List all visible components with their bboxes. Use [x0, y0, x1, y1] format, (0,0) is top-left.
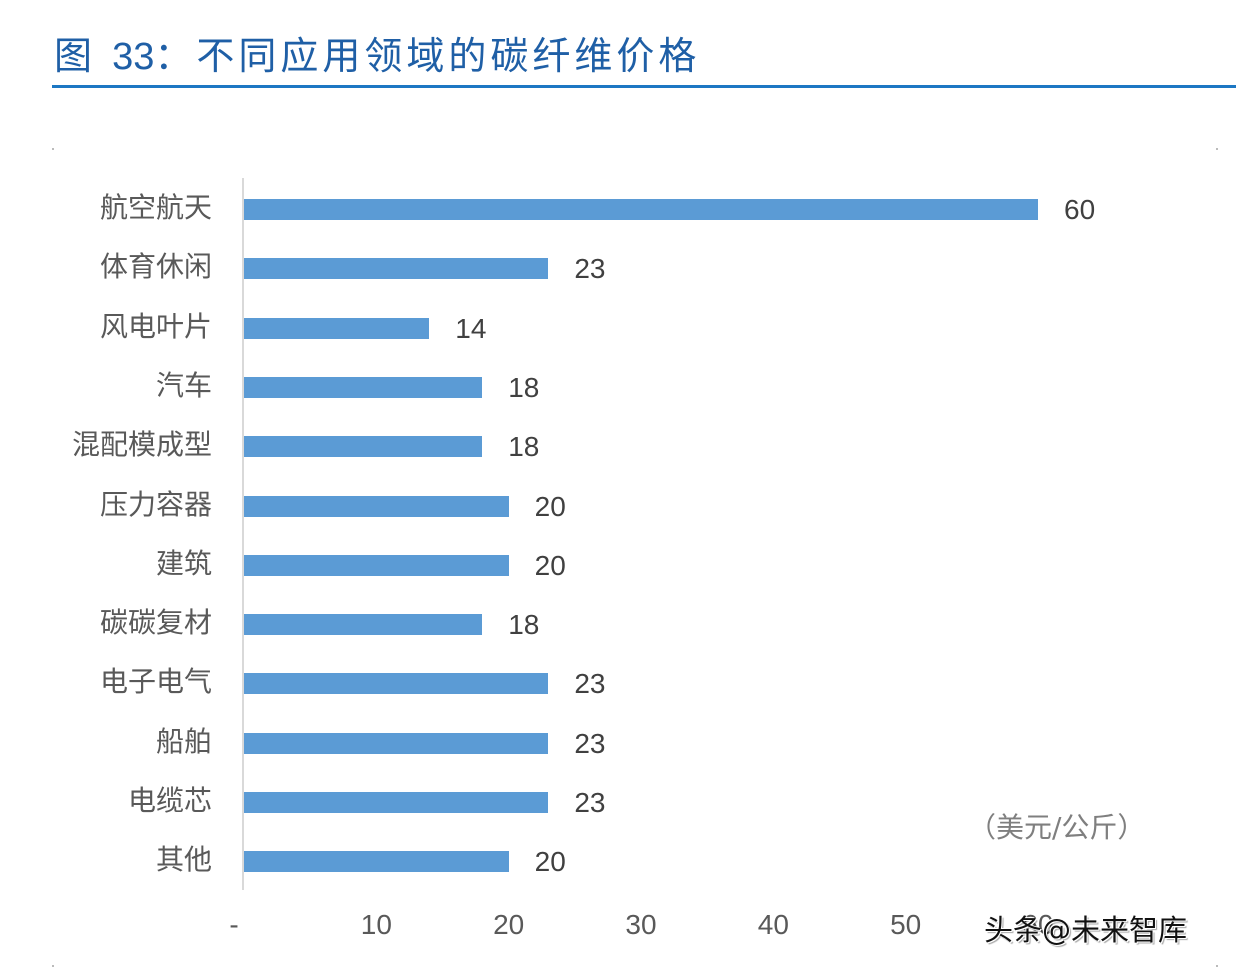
y-axis-line	[242, 178, 244, 890]
data-label: 20	[534, 549, 566, 581]
data-label: 20	[534, 490, 566, 522]
bar	[244, 495, 509, 517]
data-label: 18	[508, 371, 540, 403]
data-label: 23	[574, 668, 606, 700]
bar	[244, 199, 1038, 220]
unit-label: （美元/公斤）	[968, 811, 1146, 844]
figure-title-number: 33	[112, 36, 155, 78]
data-label: 20	[534, 846, 566, 878]
bar	[244, 732, 549, 754]
bar	[244, 851, 509, 873]
figure-title: 图 33：不同应用领域的碳纤维价格	[54, 30, 700, 83]
data-label: 23	[574, 253, 606, 285]
data-label: 18	[508, 609, 540, 641]
corner-marker-bottom-right	[1216, 965, 1218, 967]
bar	[244, 436, 483, 458]
bar	[244, 614, 483, 636]
category-label: 其他	[155, 843, 212, 877]
category-label: 电子电气	[99, 665, 212, 699]
x-tick-label: 20	[493, 909, 525, 940]
bar	[244, 673, 549, 695]
category-label: 风电叶片	[99, 309, 212, 343]
bar	[244, 376, 483, 398]
data-label: 14	[455, 312, 487, 344]
data-label: 60	[1064, 194, 1096, 225]
corner-marker-top-left	[52, 148, 54, 150]
bar	[244, 792, 549, 813]
category-label: 混配模成型	[71, 428, 212, 462]
corner-marker-top-right	[1216, 148, 1218, 150]
category-label: 体育休闲	[99, 250, 212, 284]
data-label: 23	[574, 787, 606, 818]
x-tick-label: 50	[890, 909, 922, 940]
watermark: 头条@未来智库	[984, 913, 1188, 947]
data-label: 23	[574, 727, 606, 759]
x-tick-label: 30	[625, 909, 657, 940]
bar	[244, 258, 549, 280]
category-label: 压力容器	[99, 487, 212, 521]
corner-marker-bottom-left	[52, 965, 54, 967]
category-label: 电缆芯	[127, 784, 212, 817]
title-divider	[52, 85, 1236, 88]
figure-title-text: ：不同应用领域的碳纤维价格	[154, 34, 701, 78]
category-label: 碳碳复材	[99, 606, 212, 640]
figure-title-prefix: 图	[54, 34, 113, 78]
data-label: 18	[508, 431, 540, 463]
x-tick-label: 60	[1022, 909, 1054, 940]
bar	[244, 554, 509, 576]
category-label: 建筑	[155, 546, 212, 580]
category-label: 汽车	[155, 368, 212, 402]
x-tick-label: -	[229, 909, 239, 940]
category-label: 航空航天	[99, 191, 212, 224]
bar	[244, 317, 430, 339]
category-label: 船舶	[155, 724, 212, 758]
x-tick-label: 10	[360, 909, 392, 940]
x-tick-label: 40	[757, 909, 789, 940]
